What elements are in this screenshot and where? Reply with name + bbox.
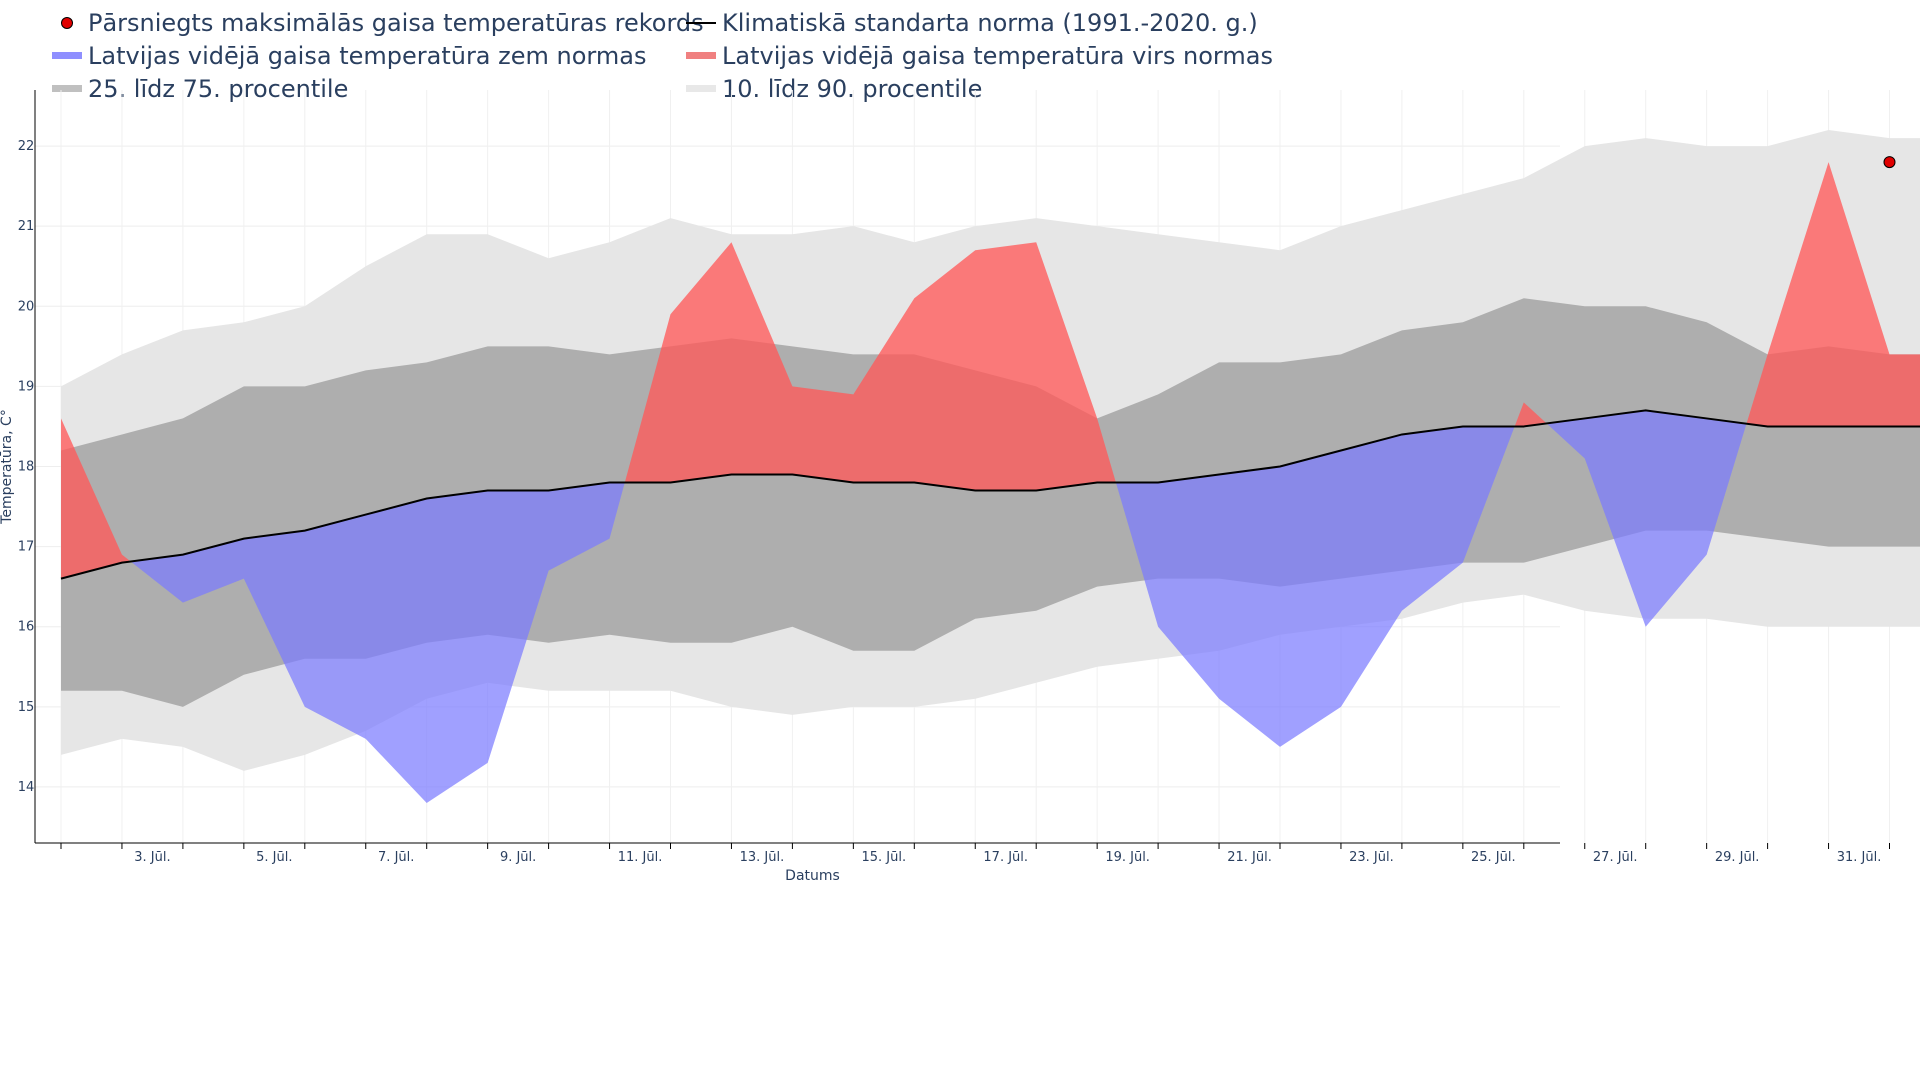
x-tick-label: 19. Jūl. [1105, 850, 1150, 865]
x-axis-title: Datums [785, 868, 840, 884]
x-tick-label: 31. Jūl. [1837, 850, 1882, 865]
record-marker [1883, 156, 1896, 169]
x-tick-label: 13. Jūl. [740, 850, 785, 865]
legend-swatch-p25-75-icon [52, 74, 82, 104]
legend-item-p10-90[interactable]: 10. līdz 90. procentile [686, 74, 982, 104]
chart-anomaly-fills [61, 162, 1920, 803]
chart-axes [34, 90, 1560, 844]
x-tick-label: 27. Jūl. [1593, 850, 1638, 865]
chart-legend: Pārsniegts maksimālās gaisa temperatūras… [44, 6, 1344, 106]
fill-above-norm [61, 162, 1920, 579]
y-tick-label: 15 [18, 700, 35, 715]
x-tick-label: 15. Jūl. [862, 850, 907, 865]
norm-line [60, 409, 1920, 580]
legend-swatch-below-icon [52, 41, 82, 71]
x-tick-label: 11. Jūl. [618, 850, 663, 865]
y-tick-label: 22 [18, 139, 35, 154]
y-tick-label: 17 [18, 540, 35, 555]
y-tick-label: 16 [18, 620, 35, 635]
y-axis-title: Temperatūra, C° [0, 409, 15, 525]
x-tick-label: 9. Jūl. [500, 850, 536, 865]
legend-item-record[interactable]: Pārsniegts maksimālās gaisa temperatūras… [52, 8, 704, 38]
legend-item-norm[interactable]: Klimatiskā standarta norma (1991.-2020. … [686, 8, 1258, 38]
x-tick-label: 3. Jūl. [134, 850, 170, 865]
legend-line-icon [686, 8, 716, 38]
x-tick-label: 17. Jūl. [983, 850, 1028, 865]
legend-label-below: Latvijas vidējā gaisa temperatūra zem no… [88, 42, 647, 70]
x-tick-label: 21. Jūl. [1227, 850, 1272, 865]
legend-swatch-p10-90-icon [686, 74, 716, 104]
x-tick-label: 29. Jūl. [1715, 850, 1760, 865]
y-tick-label: 21 [18, 219, 35, 234]
legend-dot-icon [52, 8, 82, 38]
legend-label-norm: Klimatiskā standarta norma (1991.-2020. … [722, 9, 1258, 37]
y-tick-label: 20 [18, 299, 35, 314]
y-tick-label: 19 [18, 379, 35, 394]
x-tick-label: 7. Jūl. [378, 850, 414, 865]
y-tick-label: 18 [18, 460, 35, 475]
legend-item-above[interactable]: Latvijas vidējā gaisa temperatūra virs n… [686, 41, 1273, 71]
y-tick-label: 14 [18, 780, 35, 795]
legend-label-record: Pārsniegts maksimālās gaisa temperatūras… [88, 9, 704, 37]
chart-markers [1883, 156, 1896, 169]
x-tick-label: 23. Jūl. [1349, 850, 1394, 865]
legend-swatch-above-icon [686, 41, 716, 71]
chart-ticks: 14 15 16 17 18 19 20 21 22 3. Jūl. 5. Jūl. 7. Jūl. 9… [18, 139, 1890, 865]
legend-item-below[interactable]: Latvijas vidējā gaisa temperatūra zem no… [52, 41, 646, 71]
legend-label-above: Latvijas vidējā gaisa temperatūra virs n… [722, 42, 1273, 70]
x-tick-label: 5. Jūl. [256, 850, 292, 865]
legend-label-p10-90: 10. līdz 90. procentile [722, 75, 983, 103]
chart-lines [60, 409, 1920, 580]
x-tick-label: 25. Jūl. [1471, 850, 1516, 865]
